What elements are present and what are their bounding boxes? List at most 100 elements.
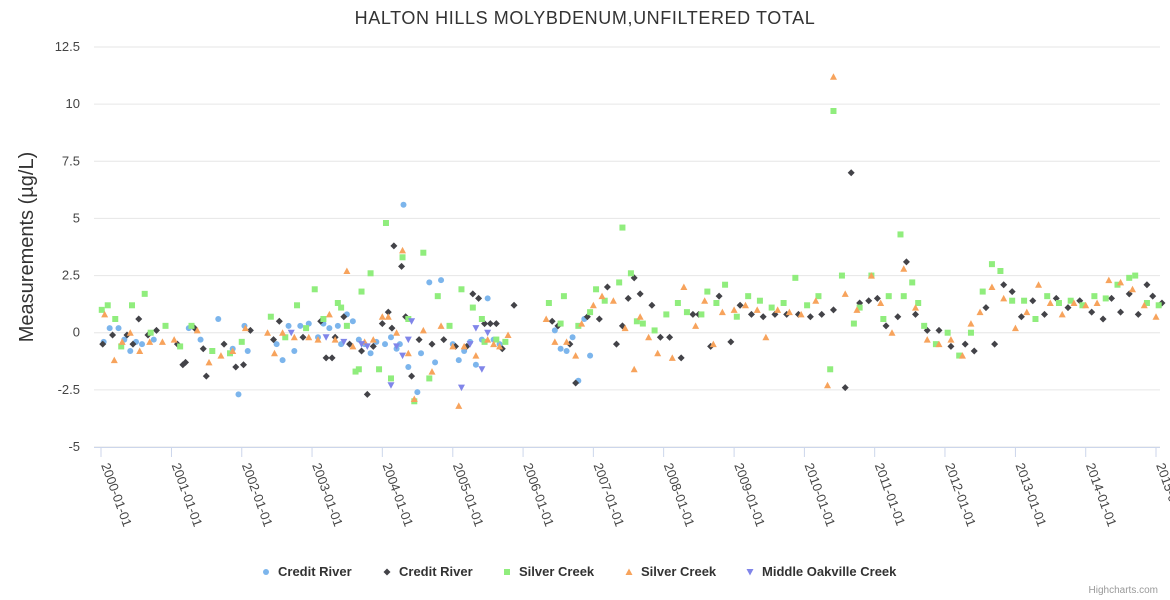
data-point [352,368,359,375]
data-point [484,336,492,343]
legend-item[interactable]: Silver Creek [625,564,717,579]
legend-item[interactable]: Middle Oakville Creek [746,564,898,579]
credits-link[interactable]: Highcharts.com [1089,585,1158,596]
data-point [152,326,160,334]
data-point [1108,294,1116,302]
data-point [162,322,169,329]
data-point [387,375,394,382]
data-point [202,372,210,380]
data-point [867,272,875,279]
data-point [935,326,943,334]
data-point [1032,316,1039,322]
data-point [455,357,462,364]
legend-item[interactable]: Silver Creek [504,564,595,579]
data-point [239,361,247,369]
data-point [572,379,580,387]
data-point [235,391,242,398]
data-point [378,313,386,320]
legend: Credit River Credit River Silver Creek Silv… [263,564,897,579]
data-point [1035,281,1043,288]
data-point [947,336,955,343]
data-point [126,329,134,336]
data-point [1009,297,1016,304]
data-point [437,322,445,329]
data-point [177,343,184,350]
data-point [745,293,752,300]
data-point [956,352,963,359]
legend-item[interactable]: Credit River [383,564,473,579]
data-point [490,340,498,348]
data-point [426,375,433,382]
data-point [367,350,374,357]
data-point [399,246,407,254]
data-point [1055,300,1062,306]
data-point [762,333,770,341]
data-point [238,338,245,345]
data-point [853,306,861,313]
data-point [363,390,371,398]
data-point [1132,272,1139,279]
legend-item[interactable]: Credit River [263,564,352,579]
data-point [399,254,406,261]
data-point [469,304,476,311]
data-point [818,310,826,318]
data-point [997,268,1004,274]
data-point [101,310,109,318]
data-point [405,316,412,322]
data-point [674,300,681,306]
data-point [217,352,225,359]
data-point [229,347,237,354]
data-point [492,320,500,328]
data-point [129,340,137,348]
data-point [434,293,441,300]
data-point [967,320,975,327]
data-point [428,368,436,375]
data-point [1008,288,1016,296]
data-point [232,363,240,371]
data-point [713,300,720,306]
data-point [569,334,576,341]
data-point [736,301,744,309]
data-point [1091,293,1098,300]
data-point [369,342,377,350]
data-point [1126,274,1133,281]
legend-symbol [504,569,510,575]
data-point [405,364,412,370]
data-point [147,329,154,336]
data-point [689,310,697,318]
data-point [991,340,999,348]
data-point [188,322,195,329]
data-point [578,320,586,327]
data-point [806,313,814,321]
data-point [358,341,366,348]
data-point [290,333,298,341]
data-point [1129,285,1137,293]
data-point [472,361,479,368]
data-point [390,242,398,250]
data-point [418,350,425,357]
data-point [428,340,436,348]
data-point [1105,276,1113,284]
data-point [902,258,910,266]
data-point [718,308,726,316]
data-point [841,384,849,392]
data-point [730,306,738,313]
data-point [548,317,556,325]
data-point [326,325,333,332]
legend-symbol [383,568,391,576]
data-point [722,281,729,288]
data-point [1079,302,1086,309]
data-point [630,365,638,373]
data-point [747,310,755,318]
data-point [979,288,986,295]
data-point [320,316,327,322]
y-tick-label: 0 [73,325,80,340]
data-point [104,302,111,309]
data-point [355,366,362,373]
data-point [921,322,928,329]
data-point [551,327,558,334]
data-point [709,340,717,348]
data-point [715,292,723,300]
data-point [136,347,144,354]
